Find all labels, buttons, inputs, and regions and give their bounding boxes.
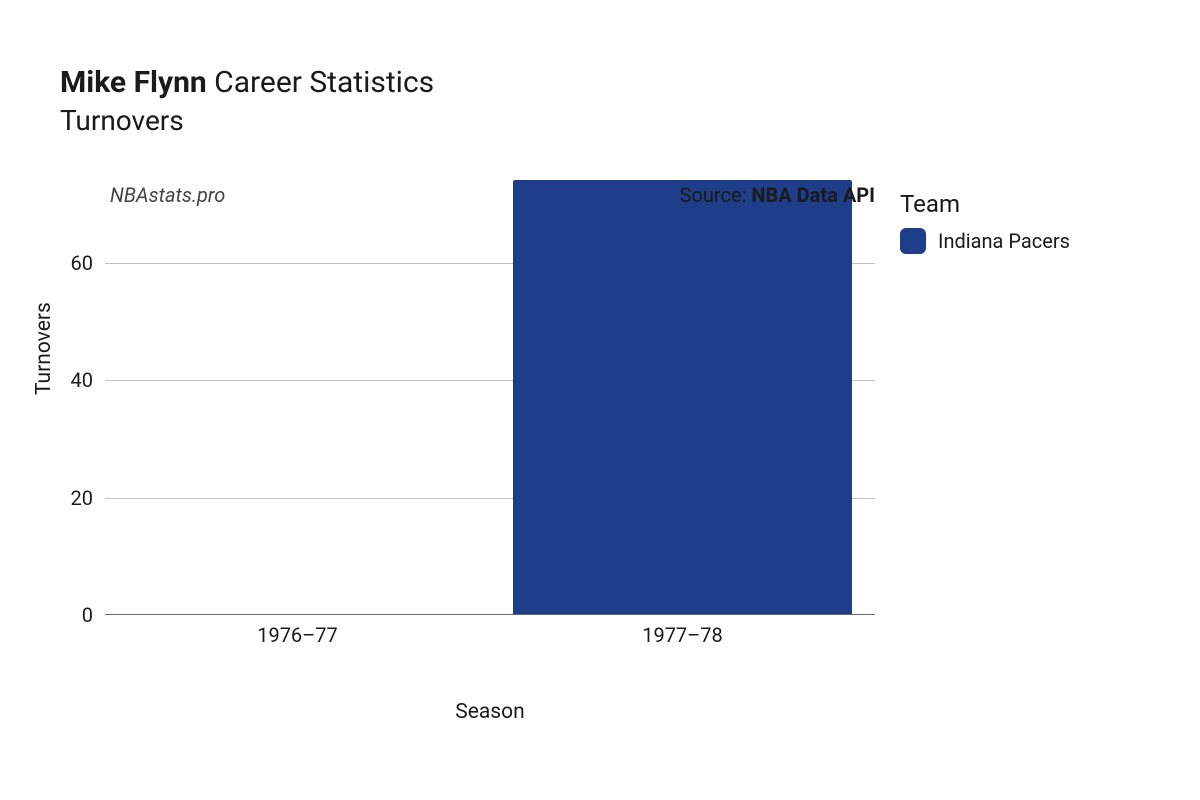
source-prefix: Source: xyxy=(680,183,752,207)
legend-swatch xyxy=(900,228,926,254)
y-tick-label: 60 xyxy=(33,251,93,275)
legend-label: Indiana Pacers xyxy=(938,229,1070,253)
chart-title-block: Mike Flynn Career Statistics Turnovers xyxy=(60,65,1160,137)
x-tick-label: 1977–78 xyxy=(642,623,723,647)
y-axis-label: Turnovers xyxy=(32,302,56,395)
plot-area: 02040601976–771977–78 xyxy=(105,175,875,645)
legend-title: Team xyxy=(900,190,1070,218)
bar xyxy=(513,180,852,614)
legend-item: Indiana Pacers xyxy=(900,228,1070,254)
x-tick-label: 1976–77 xyxy=(257,623,338,647)
y-tick-label: 20 xyxy=(33,486,93,510)
y-tick-label: 0 xyxy=(33,603,93,627)
player-name: Mike Flynn xyxy=(60,65,207,100)
chart-subtitle: Turnovers xyxy=(60,104,1160,137)
plot-canvas xyxy=(105,175,875,615)
x-axis-label: Season xyxy=(0,700,980,724)
legend: Team Indiana Pacers xyxy=(900,190,1070,254)
source-name: NBA Data API xyxy=(751,183,875,207)
source-attribution: Source: NBA Data API xyxy=(680,183,875,207)
chart-title: Mike Flynn Career Statistics xyxy=(60,65,1160,100)
title-suffix: Career Statistics xyxy=(207,65,434,100)
